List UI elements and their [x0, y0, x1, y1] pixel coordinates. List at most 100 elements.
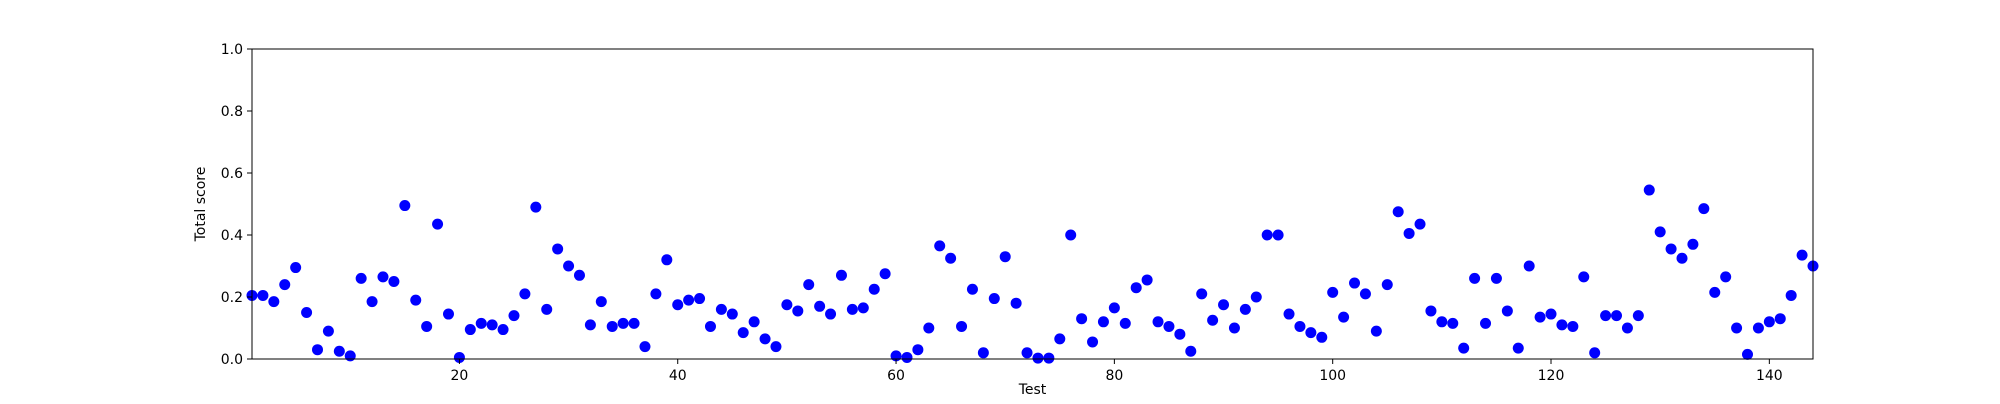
data-point	[421, 320, 433, 332]
data-point	[617, 317, 629, 329]
y-tick-label: 0.8	[221, 104, 243, 120]
x-tick-label: 20	[450, 368, 468, 384]
data-point	[1578, 271, 1590, 283]
data-point	[901, 351, 913, 363]
data-point	[1687, 238, 1699, 250]
data-point	[606, 320, 618, 332]
data-point	[497, 324, 509, 336]
data-point	[934, 240, 946, 252]
data-point	[1338, 311, 1350, 323]
data-point	[1512, 342, 1524, 354]
data-point	[1239, 303, 1251, 315]
data-point	[301, 307, 313, 318]
data-point	[290, 262, 302, 274]
data-point	[1087, 336, 1099, 348]
data-point	[1349, 277, 1361, 289]
data-point	[1054, 333, 1066, 345]
data-point	[530, 201, 542, 213]
data-point	[1174, 328, 1186, 340]
data-point	[584, 319, 596, 331]
data-point	[1545, 308, 1557, 320]
data-point	[552, 243, 564, 255]
data-point	[1643, 184, 1655, 196]
data-point	[1611, 310, 1623, 322]
data-point	[704, 320, 716, 332]
data-point	[377, 271, 389, 283]
data-point	[1414, 218, 1426, 230]
data-point	[1720, 271, 1732, 283]
x-tick-label: 100	[1319, 368, 1346, 384]
data-point	[639, 341, 651, 353]
data-point	[1567, 320, 1579, 332]
data-point	[486, 319, 498, 331]
data-point	[1665, 243, 1677, 255]
x-tick-label: 80	[1105, 368, 1123, 384]
data-point	[1359, 288, 1371, 300]
data-point	[1163, 320, 1175, 332]
data-point	[1556, 319, 1568, 331]
data-point	[1632, 310, 1644, 322]
data-point	[814, 300, 826, 312]
data-point	[595, 296, 607, 308]
data-point	[1523, 260, 1535, 272]
y-tick-label: 0.0	[221, 352, 243, 368]
y-axis-title: Total score	[193, 167, 209, 243]
data-point	[1076, 313, 1088, 325]
data-point	[1480, 317, 1492, 329]
data-point	[868, 283, 880, 295]
data-point	[432, 218, 444, 230]
data-point	[912, 344, 924, 356]
data-point	[748, 316, 760, 328]
y-tick-label: 0.4	[221, 228, 243, 244]
data-points-layer	[246, 184, 1819, 364]
plot-area-frame	[251, 48, 1814, 360]
data-point	[519, 288, 531, 300]
data-point	[1185, 345, 1197, 357]
data-point	[1676, 252, 1688, 264]
x-tick-label: 120	[1538, 368, 1565, 384]
data-point	[857, 302, 869, 314]
data-point	[442, 308, 454, 320]
data-point	[1196, 288, 1208, 300]
data-point	[1283, 308, 1295, 320]
data-point	[1228, 322, 1240, 334]
data-point	[312, 344, 323, 356]
data-point	[1731, 322, 1743, 334]
x-tick-label: 60	[887, 368, 905, 384]
data-point	[541, 303, 553, 315]
data-point	[453, 351, 465, 363]
data-point	[1490, 272, 1502, 284]
x-tick-label: 140	[1756, 368, 1783, 384]
data-point	[1305, 327, 1317, 339]
data-point	[1272, 229, 1284, 241]
data-point	[1097, 316, 1109, 328]
data-point	[694, 293, 706, 305]
data-point	[1709, 286, 1721, 298]
data-point	[366, 296, 378, 308]
data-point	[1796, 249, 1808, 261]
data-point	[803, 279, 815, 291]
data-point	[322, 325, 334, 337]
data-point	[1370, 325, 1382, 337]
data-point	[1425, 305, 1437, 317]
data-point	[1250, 291, 1262, 303]
data-point	[257, 289, 269, 301]
data-point	[726, 308, 738, 320]
data-point	[1218, 299, 1230, 311]
data-point	[464, 324, 476, 336]
x-tick-label: 40	[669, 368, 687, 384]
data-point	[1752, 322, 1764, 334]
data-point	[1469, 272, 1481, 284]
data-point	[1654, 226, 1666, 238]
data-point	[1152, 316, 1164, 328]
data-point	[923, 322, 935, 334]
y-tick-label: 0.2	[221, 290, 243, 306]
data-point	[1065, 229, 1077, 241]
data-point	[1021, 347, 1033, 359]
data-point	[759, 333, 771, 345]
data-point	[661, 254, 673, 266]
data-point	[1742, 348, 1753, 360]
data-point	[1294, 320, 1306, 332]
data-point	[388, 276, 400, 287]
